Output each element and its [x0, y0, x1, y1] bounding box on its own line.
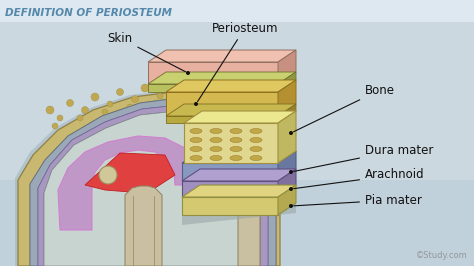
Ellipse shape	[250, 138, 262, 143]
Ellipse shape	[210, 147, 222, 152]
Bar	[148, 84, 278, 92]
Bar	[184, 123, 278, 163]
Polygon shape	[278, 72, 296, 92]
Circle shape	[131, 95, 138, 102]
Text: Dura mater: Dura mater	[294, 143, 433, 172]
Ellipse shape	[210, 156, 222, 160]
Ellipse shape	[230, 138, 242, 143]
Circle shape	[99, 166, 117, 184]
Ellipse shape	[230, 147, 242, 152]
Text: Bone: Bone	[293, 84, 395, 132]
Bar	[148, 62, 278, 84]
Polygon shape	[30, 98, 276, 266]
Circle shape	[57, 115, 63, 121]
Circle shape	[52, 123, 58, 129]
Bar	[0, 180, 474, 266]
Circle shape	[182, 89, 189, 97]
Circle shape	[82, 106, 89, 114]
Circle shape	[289, 131, 293, 135]
Ellipse shape	[230, 128, 242, 134]
Polygon shape	[58, 136, 195, 230]
Circle shape	[107, 101, 113, 107]
Circle shape	[166, 82, 173, 89]
Polygon shape	[182, 203, 296, 225]
Circle shape	[102, 109, 108, 115]
Bar	[166, 92, 278, 116]
Bar	[182, 163, 278, 181]
Circle shape	[227, 183, 237, 193]
Ellipse shape	[190, 147, 202, 152]
Polygon shape	[278, 104, 296, 123]
Polygon shape	[182, 169, 296, 181]
Circle shape	[91, 93, 99, 101]
Polygon shape	[166, 80, 296, 92]
Polygon shape	[18, 92, 280, 266]
Circle shape	[66, 99, 73, 106]
Polygon shape	[184, 111, 296, 123]
Circle shape	[237, 107, 243, 113]
Bar	[182, 181, 278, 197]
Bar	[0, 0, 474, 22]
Ellipse shape	[250, 128, 262, 134]
Text: Arachnoid: Arachnoid	[294, 168, 425, 189]
Circle shape	[194, 102, 198, 106]
Polygon shape	[125, 186, 162, 266]
Circle shape	[127, 104, 133, 110]
Circle shape	[117, 89, 124, 95]
Circle shape	[157, 93, 163, 99]
Text: Pia mater: Pia mater	[294, 193, 422, 206]
Ellipse shape	[190, 128, 202, 134]
Circle shape	[289, 187, 293, 191]
Ellipse shape	[250, 147, 262, 152]
Polygon shape	[278, 80, 296, 116]
Ellipse shape	[230, 156, 242, 160]
Ellipse shape	[210, 138, 222, 143]
Circle shape	[212, 94, 218, 100]
Polygon shape	[30, 98, 276, 266]
Polygon shape	[278, 185, 296, 215]
Circle shape	[172, 99, 178, 105]
Ellipse shape	[250, 156, 262, 160]
Ellipse shape	[210, 128, 222, 134]
Circle shape	[77, 115, 83, 121]
Circle shape	[289, 204, 293, 208]
Polygon shape	[278, 50, 296, 84]
Circle shape	[141, 84, 149, 92]
Text: Skin: Skin	[108, 31, 185, 72]
Ellipse shape	[190, 138, 202, 143]
Polygon shape	[148, 50, 296, 62]
Polygon shape	[166, 104, 296, 116]
Ellipse shape	[190, 156, 202, 160]
Polygon shape	[44, 111, 260, 266]
Circle shape	[152, 101, 158, 107]
Polygon shape	[182, 151, 296, 163]
Circle shape	[46, 106, 54, 114]
Bar	[166, 116, 278, 123]
Polygon shape	[278, 111, 296, 163]
Circle shape	[186, 71, 190, 75]
Text: Periosteum: Periosteum	[198, 22, 278, 102]
Bar	[182, 197, 278, 215]
Polygon shape	[278, 169, 296, 197]
Polygon shape	[182, 185, 296, 197]
Polygon shape	[238, 180, 260, 266]
Text: ©Study.com: ©Study.com	[416, 251, 468, 260]
Polygon shape	[278, 151, 296, 181]
Text: DEFINITION OF PERIOSTEUM: DEFINITION OF PERIOSTEUM	[5, 8, 172, 18]
Polygon shape	[85, 153, 175, 192]
Polygon shape	[15, 90, 278, 266]
Polygon shape	[148, 72, 296, 84]
Circle shape	[221, 99, 228, 106]
Polygon shape	[38, 105, 268, 266]
Circle shape	[192, 97, 198, 103]
Circle shape	[289, 170, 293, 174]
